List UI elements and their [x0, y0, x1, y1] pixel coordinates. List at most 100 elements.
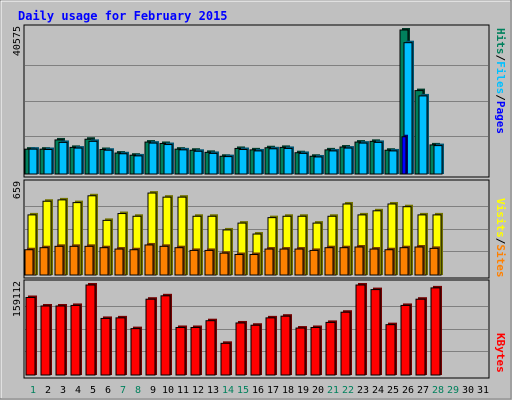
files-bar-11	[178, 149, 188, 175]
kbytes-bar-5	[85, 284, 96, 376]
sites-bar-21	[324, 247, 334, 276]
day-label-23: 23	[357, 385, 369, 396]
kbytes-bar-7	[115, 317, 126, 376]
day-label-28: 28	[432, 385, 444, 396]
panel-2-right-legend: Visits/Sites	[494, 198, 507, 278]
files-bar-27	[418, 95, 428, 175]
day-label-5: 5	[90, 385, 96, 396]
day-label-18: 18	[282, 385, 294, 396]
kbytes-bar-25	[385, 324, 396, 376]
sites-bar-24	[369, 248, 379, 276]
legend-hits: Hits	[494, 28, 507, 55]
kbytes-bar-16	[250, 324, 261, 376]
day-label-2: 2	[45, 385, 51, 396]
kbytes-bar-9	[145, 298, 156, 376]
kbytes-bar-10	[160, 295, 171, 376]
day-label-14: 14	[222, 385, 234, 396]
files-bar-19	[298, 152, 308, 175]
kbytes-bar-13	[205, 320, 216, 376]
kbytes-bar-2	[40, 305, 51, 376]
day-label-15: 15	[237, 385, 249, 396]
kbytes-bar-17	[265, 317, 276, 376]
files-bar-2	[43, 149, 53, 175]
files-bar-12	[193, 150, 203, 175]
legend-visits: Visits	[494, 198, 507, 238]
files-bar-21	[328, 150, 338, 175]
kbytes-bar-14	[220, 342, 231, 376]
sites-bar-13	[204, 249, 214, 276]
kbytes-bar-19	[295, 327, 306, 376]
kbytes-bar-6	[100, 317, 111, 376]
sites-bar-3	[54, 245, 64, 276]
sites-bar-27	[414, 246, 424, 276]
day-label-30: 30	[462, 385, 474, 396]
kbytes-bar-3	[55, 305, 66, 376]
sites-bar-16	[249, 254, 259, 276]
day-label-22: 22	[342, 385, 354, 396]
files-bar-25	[388, 150, 398, 175]
day-label-21: 21	[327, 385, 339, 396]
files-bar-7	[118, 153, 128, 175]
kbytes-bar-12	[190, 326, 201, 376]
kbytes-bar-20	[310, 326, 321, 376]
kbytes-bar-8	[130, 328, 141, 376]
files-bar-9	[148, 142, 158, 175]
panel-3-bars	[25, 283, 442, 376]
files-bar-1	[28, 148, 38, 175]
day-label-9: 9	[150, 385, 156, 396]
day-label-24: 24	[372, 385, 384, 396]
legend-sep-2: /	[494, 94, 507, 101]
sites-bar-26	[399, 247, 409, 276]
pages-bar-26	[401, 136, 407, 175]
sites-bar-1	[24, 249, 34, 276]
day-label-31: 31	[477, 385, 489, 396]
day-label-8: 8	[135, 385, 141, 396]
day-label-7: 7	[120, 385, 126, 396]
day-label-16: 16	[252, 385, 264, 396]
sites-bar-9	[144, 244, 154, 276]
day-label-25: 25	[387, 385, 399, 396]
files-bar-17	[268, 148, 278, 175]
sites-bar-20	[309, 249, 319, 276]
kbytes-bar-23	[355, 284, 366, 376]
hits-files-panel: 40575 Hits/Files/Pages	[12, 24, 507, 178]
day-label-29: 29	[447, 385, 459, 396]
sites-bar-4	[69, 245, 79, 276]
files-bar-8	[133, 155, 143, 175]
files-bar-28	[433, 145, 443, 175]
files-bar-16	[253, 150, 263, 175]
sites-bar-10	[159, 245, 169, 276]
kbytes-bar-26	[400, 304, 411, 376]
panel-2-ymax-label: 659	[12, 181, 23, 199]
legend-sep-3: /	[494, 238, 507, 245]
day-label-20: 20	[312, 385, 324, 396]
files-bar-18	[283, 147, 293, 175]
files-bar-15	[238, 149, 248, 175]
panel-3-ymax-label: 159112	[12, 281, 23, 317]
files-bar-10	[163, 144, 173, 175]
files-bar-14	[223, 156, 233, 175]
day-label-3: 3	[60, 385, 66, 396]
kbytes-panel: 159112 KBytes	[12, 279, 507, 379]
chart-title: Daily usage for February 2015	[18, 9, 228, 23]
day-label-11: 11	[177, 385, 189, 396]
visits-sites-panel: 659 Visits/Sites	[12, 179, 507, 279]
day-label-1: 1	[30, 385, 36, 396]
x-axis-day-labels: 1 2 3 4 5 6 7 8 9 10 11 12 13 14 15 16 17 18 19 20 21 22 23 24 2…	[30, 385, 489, 396]
day-label-17: 17	[267, 385, 279, 396]
sites-bar-7	[114, 248, 124, 276]
legend-sep-1: /	[494, 55, 507, 62]
sites-bar-18	[279, 248, 289, 276]
day-label-27: 27	[417, 385, 429, 396]
kbytes-bar-28	[430, 287, 441, 376]
kbytes-bar-18	[280, 315, 291, 376]
sites-bar-12	[189, 249, 199, 276]
panel-2-bars	[24, 191, 443, 276]
legend-pages: Pages	[494, 101, 507, 134]
sites-bar-2	[39, 247, 49, 276]
files-bar-24	[373, 141, 383, 175]
sites-bar-23	[354, 246, 364, 276]
sites-bar-8	[129, 249, 139, 276]
files-bar-6	[103, 149, 113, 175]
